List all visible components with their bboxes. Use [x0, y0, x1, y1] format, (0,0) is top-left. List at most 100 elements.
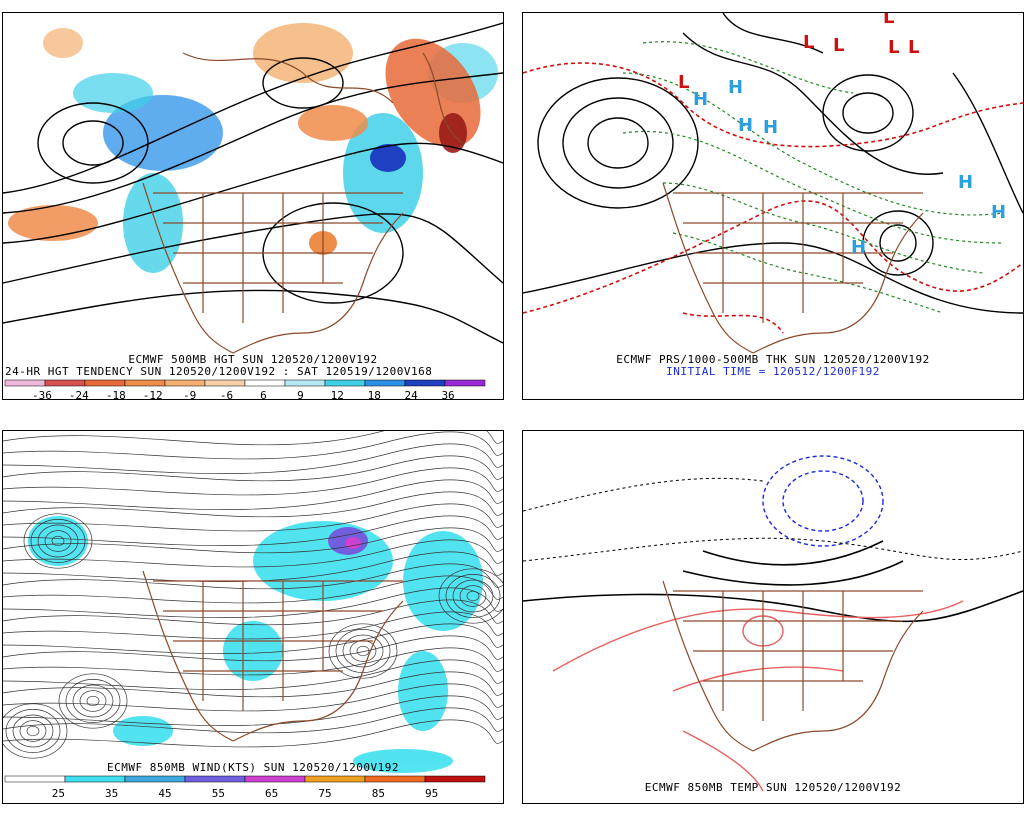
circulation-contour	[466, 590, 480, 602]
streamline	[3, 539, 503, 568]
streamline	[3, 611, 503, 640]
colorbar-swatch	[184, 775, 246, 783]
circulation-contour	[79, 690, 107, 712]
colorbar-label: 35	[105, 787, 119, 800]
circulation-contour	[438, 568, 503, 624]
panel-850mb-temperature: ECMWF 850MB TEMP SUN 120520/1200V192	[522, 430, 1024, 804]
circulation-contour	[445, 574, 501, 618]
colorbar-swatch	[404, 379, 446, 387]
circulation-contour	[58, 673, 128, 729]
high-pressure-marker: H	[991, 202, 1006, 223]
low-pressure-marker: L	[803, 32, 814, 53]
streamline	[3, 455, 503, 482]
panel1-colorbar	[4, 379, 486, 387]
streamline	[3, 479, 503, 510]
low-pressure-marker: L	[833, 35, 844, 56]
circulation-contour	[19, 720, 47, 742]
high-pressure-marker: H	[958, 172, 973, 193]
colorbar-swatch	[64, 775, 126, 783]
colorbar-label: 12	[330, 389, 344, 400]
circulation-contour	[5, 709, 61, 753]
colorbar-label: 24	[404, 389, 418, 400]
circulation-contour	[356, 645, 370, 657]
streamline	[3, 623, 503, 654]
low-pressure-marker: L	[908, 37, 919, 58]
streamline	[3, 527, 503, 554]
colorbar-swatch	[424, 775, 486, 783]
streamline	[3, 707, 503, 734]
colorbar-label: -9	[182, 389, 197, 400]
streamline	[3, 659, 503, 690]
circulation-contour	[72, 684, 114, 718]
colorbar-swatch	[364, 379, 406, 387]
circulation-contour	[335, 629, 391, 673]
circulation-contour	[349, 640, 377, 662]
colorbar-swatch	[444, 379, 486, 387]
colorbar-swatch	[164, 379, 206, 387]
streamline	[3, 515, 503, 546]
colorbar-label: 95	[425, 787, 439, 800]
streamline	[3, 551, 503, 582]
low-pressure-marker: L	[888, 37, 899, 58]
colorbar-swatch	[364, 775, 426, 783]
colorbar-swatch	[284, 379, 326, 387]
colorbar-label: 65	[265, 787, 279, 800]
panel1-title: ECMWF 500MB HGT SUN 120520/1200V192	[128, 353, 378, 366]
colorbar-swatch	[44, 379, 86, 387]
colorbar-swatch	[204, 379, 246, 387]
circulation-contour	[328, 623, 398, 679]
colorbar-swatch	[84, 379, 126, 387]
circulation-contour	[12, 714, 54, 748]
colorbar-swatch	[244, 379, 286, 387]
circulation-contour	[452, 579, 494, 613]
colorbar-label: -24	[68, 389, 89, 400]
high-pressure-marker: H	[728, 77, 743, 98]
panel2-title: ECMWF PRS/1000-500MB THK SUN 120520/1200…	[616, 353, 930, 366]
circulation-contour	[30, 519, 86, 563]
streamline	[3, 683, 503, 712]
map-850mb-temperature	[523, 455, 1023, 792]
colorbar-label: -36	[31, 389, 52, 400]
high-pressure-marker: H	[693, 89, 708, 110]
colorbar-swatch	[324, 379, 366, 387]
colorbar-label: -18	[105, 389, 126, 400]
streamline	[3, 431, 503, 460]
colorbar-label: 45	[158, 787, 172, 800]
low-pressure-marker: L	[883, 13, 894, 28]
panel-500mb-height: ECMWF 500MB HGT SUN 120520/1200V192 24-H…	[2, 12, 504, 400]
low-pressure-marker: L	[678, 72, 689, 93]
streamline	[3, 647, 503, 676]
streamline	[3, 467, 503, 496]
colorbar-label: -6	[219, 389, 234, 400]
streamline	[3, 671, 503, 698]
streamline	[3, 491, 503, 518]
circulation-contour	[44, 530, 72, 552]
colorbar-label: 36	[441, 389, 455, 400]
panel2-initial-time: INITIAL TIME = 120512/1200F192	[666, 365, 880, 378]
streamline	[3, 431, 503, 446]
colorbar-swatch	[124, 775, 186, 783]
circulation-contour	[3, 703, 68, 759]
colorbar-label: 6	[260, 389, 267, 400]
circulation-contour	[86, 695, 100, 707]
panel3-title: ECMWF 850MB WIND(KTS) SUN 120520/1200V19…	[106, 761, 400, 774]
colorbar-label: 25	[51, 787, 65, 800]
high-pressure-marker: H	[763, 117, 778, 138]
streamline	[3, 695, 503, 726]
circulation-contour	[65, 679, 121, 723]
circulation-contour	[342, 634, 384, 668]
colorbar-label: 85	[371, 787, 385, 800]
panel4-title: ECMWF 850MB TEMP SUN 120520/1200V192	[644, 781, 902, 794]
high-pressure-marker: H	[851, 237, 866, 258]
colorbar-label: 9	[297, 389, 304, 400]
colorbar-swatch	[244, 775, 306, 783]
colorbar-swatch	[4, 775, 66, 783]
high-pressure-marker: H	[738, 115, 753, 136]
colorbar-label: 75	[318, 787, 332, 800]
colorbar-label: -12	[142, 389, 163, 400]
streamline	[3, 635, 503, 662]
streamline	[3, 443, 503, 474]
map-850mb-wind	[3, 431, 503, 773]
